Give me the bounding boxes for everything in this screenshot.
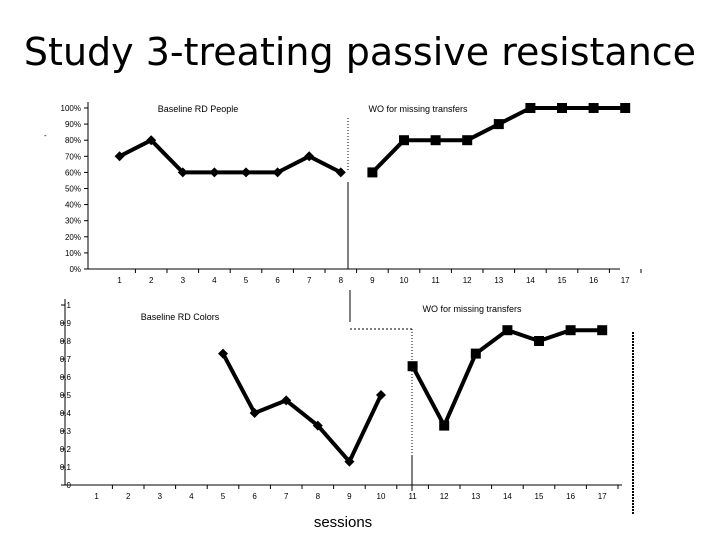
bottom-x-tick-label: 15 (535, 492, 544, 501)
top-data-point-diamond (177, 167, 188, 178)
top-x-tick-label: 12 (463, 276, 472, 285)
top-data-point-diamond (114, 151, 125, 162)
top-x-tick-label: 1 (117, 276, 122, 285)
bottom-y-tick-label: 0.8 (60, 337, 72, 346)
bottom-x-tick-label: 6 (252, 492, 257, 501)
bottom-x-tick-label: 9 (347, 492, 352, 501)
top-x-tick-label: 9 (370, 276, 375, 285)
bottom-data-point-square (534, 336, 544, 346)
top-x-tick-label: 14 (526, 276, 535, 285)
top-x-tick-label: 5 (244, 276, 249, 285)
top-x-tick-label: 4 (212, 276, 217, 285)
top-data-point-diamond (146, 135, 157, 146)
top-data-point-diamond (209, 167, 220, 178)
top-phase-label: Baseline RD People (158, 104, 239, 114)
top-y-tick-label: 0% (69, 265, 81, 274)
bottom-data-point-diamond (249, 408, 260, 418)
top-data-point-square (557, 103, 567, 113)
top-y-tick-label: 60% (65, 168, 81, 177)
bottom-x-tick-label: 2 (126, 492, 131, 501)
top-y-tick-label: 40% (65, 201, 81, 210)
bottom-x-tick-label: 3 (158, 492, 163, 501)
top-x-tick-label: 7 (307, 276, 312, 285)
bottom-data-point-diamond (218, 348, 228, 359)
bottom-x-tick-label: 4 (189, 492, 194, 501)
top-x-tick-label: 16 (589, 276, 598, 285)
top-y-tick-label: 20% (65, 233, 81, 242)
bottom-y-tick-label: 1 (67, 301, 72, 310)
bottom-phase-label: Baseline RD Colors (141, 312, 220, 322)
top-data-point-square (620, 103, 631, 113)
bottom-data-point-diamond (344, 456, 355, 467)
top-data-point-square (493, 119, 504, 130)
bottom-x-tick-label: 16 (566, 492, 575, 501)
top-x-tick-label: 17 (621, 276, 630, 285)
top-x-tick-label: 10 (400, 276, 409, 285)
bottom-x-tick-label: 12 (440, 492, 449, 501)
top-x-tick-label: 15 (558, 276, 567, 285)
top-data-point-square (399, 135, 409, 146)
top-x-tick-label: 11 (431, 276, 440, 285)
top-x-tick-label: 8 (339, 276, 344, 285)
top-data-point-square (525, 103, 536, 113)
top-data-point-square (462, 135, 473, 146)
top-series-line (370, 106, 626, 174)
bottom-y-tick-label: 0.5 (60, 391, 72, 400)
top-x-tick-label: 6 (275, 276, 280, 285)
bottom-y-tick-label: 0.2 (60, 445, 72, 454)
top-y-tick-label: 80% (65, 136, 81, 145)
bottom-data-point-square (565, 325, 576, 336)
bottom-y-tick-label: 0.6 (60, 373, 72, 382)
top-y-tick-label: 70% (65, 152, 81, 161)
bottom-x-tick-label: 1 (94, 492, 99, 501)
top-data-point-square (367, 167, 378, 178)
bottom-data-point-square (597, 325, 608, 336)
page-title: Study 3-treating passive resistance (23, 30, 697, 74)
top-phase-label: WO for missing transfers (368, 104, 468, 114)
bottom-x-tick-label: 13 (471, 492, 480, 501)
top-data-point-diamond (304, 151, 315, 162)
bottom-x-tick-label: 14 (503, 492, 512, 501)
top-x-tick-label: 13 (494, 276, 503, 285)
bottom-y-tick-label: 0.3 (60, 427, 72, 436)
bottom-x-tick-label: 8 (316, 492, 321, 501)
bottom-data-point-square (470, 348, 481, 359)
top-y-tick-label: 100% (61, 104, 81, 113)
bottom-data-point-square (502, 325, 513, 336)
top-stray-mark: - (44, 131, 47, 140)
bottom-x-tick-label: 10 (377, 492, 386, 501)
bottom-x-tick-label: 11 (408, 492, 417, 501)
top-y-tick-label: 10% (65, 249, 81, 258)
bottom-y-tick-label: 0.4 (60, 409, 72, 418)
bottom-y-tick-label: 0.9 (60, 319, 72, 328)
bottom-y-tick-label: 0 (67, 481, 72, 490)
top-y-tick-label: 90% (65, 120, 81, 129)
bottom-data-point-square (407, 361, 418, 372)
bottom-data-point-square (439, 420, 450, 431)
bottom-data-point-diamond (312, 420, 323, 431)
top-data-point-square (588, 103, 599, 113)
top-data-point-diamond (272, 167, 283, 178)
bottom-phase-label: WO for missing transfers (422, 304, 522, 314)
top-data-point-diamond (335, 167, 346, 178)
bottom-x-tick-label: 7 (284, 492, 289, 501)
top-x-tick-label: 2 (149, 276, 154, 285)
top-x-tick-label: 3 (181, 276, 186, 285)
bottom-data-point-diamond (376, 390, 386, 400)
bottom-series-line (410, 328, 603, 428)
top-series-line (118, 138, 342, 175)
bottom-x-tick-label: 17 (598, 492, 607, 501)
bottom-data-point-diamond (281, 395, 292, 406)
bottom-y-tick-label: 0.7 (60, 355, 72, 364)
bottom-series-line (221, 352, 383, 464)
top-y-tick-label: 50% (65, 185, 81, 194)
bottom-x-tick-label: 5 (221, 492, 226, 501)
top-y-tick-label: 30% (65, 217, 81, 226)
bottom-y-tick-label: 0.1 (60, 463, 72, 472)
bottom-x-axis-label: sessions (314, 514, 372, 531)
top-data-point-square (430, 135, 441, 146)
top-data-point-diamond (241, 167, 251, 178)
